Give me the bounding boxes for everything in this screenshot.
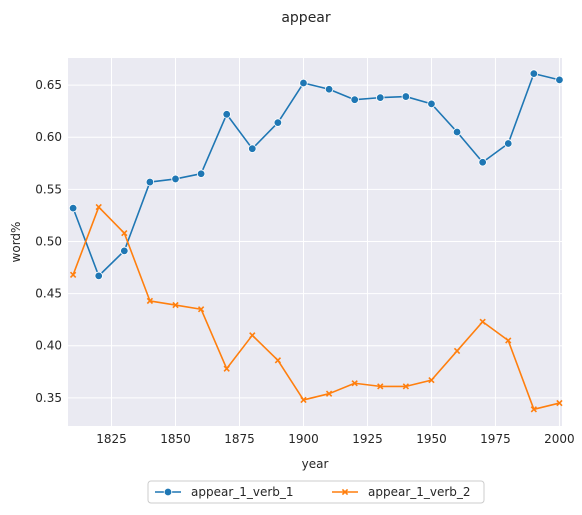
y-tick-label: 0.35	[35, 391, 62, 405]
data-point	[530, 406, 538, 413]
data-point	[325, 390, 333, 397]
x-tick-label: 1925	[352, 432, 383, 446]
x-gridlines	[111, 58, 560, 426]
y-tick-label: 0.45	[35, 287, 62, 301]
data-point	[350, 95, 359, 104]
x-tick-labels: 1825 1850 1875 1900 1925 1950 1975 2000	[96, 432, 574, 446]
data-point	[121, 229, 128, 237]
data-point	[274, 357, 282, 364]
data-point	[273, 118, 283, 127]
series-line	[72, 72, 560, 277]
data-point	[402, 383, 410, 390]
data-point	[452, 127, 462, 137]
y-tick-label: 0.55	[35, 182, 62, 196]
x-tick-label: 1900	[288, 432, 319, 446]
legend-label: appear_1_verb_1	[191, 485, 294, 499]
series-2	[69, 203, 563, 413]
legend-marker	[163, 487, 173, 497]
series-layer	[68, 69, 564, 413]
data-point	[94, 271, 103, 281]
legend-marker	[341, 488, 349, 496]
data-point	[377, 383, 384, 390]
data-point	[504, 139, 513, 148]
y-tick-labels: 0.35 0.40 0.45 0.50 0.55 0.60 0.65	[35, 78, 62, 405]
x-tick-label: 1850	[160, 432, 191, 446]
data-point	[555, 75, 564, 85]
x-tick-label: 1875	[224, 432, 255, 446]
data-point	[95, 203, 102, 211]
data-point	[401, 92, 411, 101]
y-tick-label: 0.65	[35, 78, 62, 92]
data-point	[146, 297, 154, 305]
data-point	[120, 246, 129, 256]
data-point	[427, 99, 436, 109]
legend-box	[147, 480, 485, 504]
data-point	[222, 110, 231, 119]
data-point	[351, 380, 358, 387]
x-tick-label: 2000	[544, 432, 575, 446]
y-axis-label: word%	[9, 222, 23, 263]
data-point	[479, 318, 486, 325]
chart-title: appear	[281, 10, 331, 26]
data-point	[478, 158, 487, 167]
plot-area	[68, 58, 562, 426]
data-point	[529, 69, 539, 78]
data-point	[196, 169, 206, 178]
data-point	[556, 399, 563, 407]
data-point	[197, 306, 205, 313]
data-point	[324, 85, 334, 94]
legend-item: appear_1_verb_1	[155, 485, 294, 499]
data-point	[68, 203, 78, 213]
data-point	[428, 376, 435, 384]
data-point	[376, 93, 385, 102]
data-point	[172, 301, 179, 309]
data-point	[505, 337, 512, 344]
legend: appear_1_verb_1 appear_1_verb_2	[147, 480, 485, 504]
x-tick-label: 1975	[480, 432, 511, 446]
data-point	[69, 271, 77, 279]
y-tick-label: 0.60	[35, 130, 62, 144]
data-point	[249, 332, 256, 339]
x-tick-label: 1825	[96, 432, 127, 446]
data-point	[299, 78, 308, 88]
series-1	[68, 69, 564, 281]
data-point	[223, 365, 230, 372]
legend-item: appear_1_verb_2	[332, 485, 471, 499]
x-tick-label: 1950	[416, 432, 447, 446]
data-point	[453, 347, 461, 355]
y-tick-label: 0.40	[35, 339, 62, 353]
data-point	[300, 396, 307, 404]
data-point	[145, 177, 155, 187]
y-tick-label: 0.50	[35, 234, 62, 248]
legend-label: appear_1_verb_2	[368, 485, 471, 499]
series-line	[72, 206, 560, 411]
data-point	[248, 144, 257, 153]
data-point	[171, 174, 180, 184]
x-axis-label: year	[302, 457, 329, 471]
